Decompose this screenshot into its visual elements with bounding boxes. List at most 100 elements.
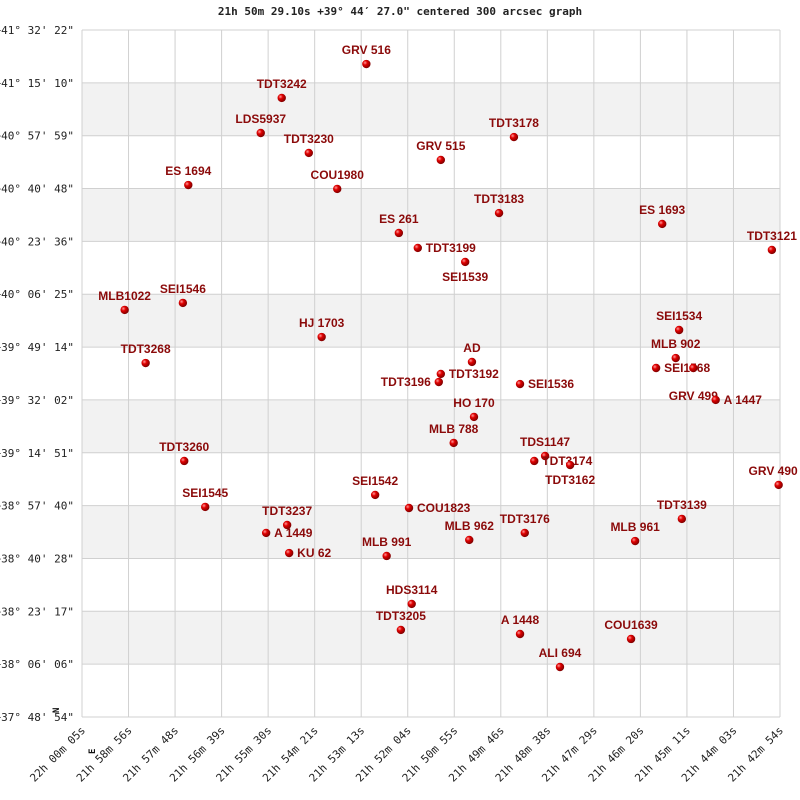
star-point[interactable]: GRV 515 [416, 139, 466, 165]
star-point[interactable]: COU1639 [604, 618, 658, 644]
star-point[interactable]: HJ 1703 [299, 316, 345, 342]
star-point[interactable]: COU1980 [311, 168, 365, 194]
star-point[interactable]: TDT3121 [747, 229, 797, 255]
star-marker[interactable] [515, 629, 525, 639]
star-marker[interactable] [460, 257, 470, 267]
star-marker[interactable] [689, 363, 698, 373]
star-point[interactable]: MLB 788 [429, 422, 479, 448]
star-point[interactable]: LDS5937 [235, 112, 286, 138]
star-marker[interactable] [555, 662, 565, 672]
star-point[interactable]: HO 170 [453, 396, 495, 422]
star-point[interactable]: SEI1536 [515, 377, 575, 391]
star-point[interactable]: COU1823 [404, 501, 471, 515]
star-point[interactable]: GRV 516 [342, 43, 391, 69]
star-marker[interactable] [540, 451, 550, 461]
star-point[interactable]: A 1448 [501, 613, 540, 639]
star-marker[interactable] [333, 184, 342, 194]
star-point[interactable]: MLB 991 [362, 535, 412, 561]
star-point[interactable]: ES 1694 [165, 164, 212, 190]
star-marker[interactable] [465, 535, 474, 545]
star-marker[interactable] [509, 132, 519, 142]
star-marker[interactable] [651, 363, 661, 373]
star-point[interactable]: TDT3242 [257, 77, 307, 103]
star-marker[interactable] [180, 456, 189, 466]
star-point[interactable]: GRV 499 [669, 363, 718, 403]
star-marker[interactable] [304, 148, 313, 158]
star-marker[interactable] [141, 358, 150, 368]
star-point[interactable]: A 1449 [261, 526, 313, 540]
star-marker[interactable] [467, 357, 477, 367]
star-point[interactable]: TDT3199 [413, 241, 477, 255]
star-marker[interactable] [767, 245, 777, 255]
star-marker[interactable] [711, 395, 720, 405]
star-point[interactable]: AD [463, 341, 481, 367]
star-point[interactable]: TDT3205 [376, 609, 426, 635]
star-marker[interactable] [201, 502, 210, 512]
star-point[interactable]: TDT3192 [436, 367, 500, 381]
star-point[interactable]: HDS3114 [386, 583, 438, 609]
star-marker[interactable] [261, 528, 271, 538]
star-marker[interactable] [515, 379, 525, 389]
star-point[interactable]: SEI1542 [352, 474, 398, 500]
star-marker[interactable] [184, 180, 193, 190]
star-point[interactable]: ES 1693 [639, 203, 686, 229]
star-marker[interactable] [284, 548, 294, 558]
star-marker[interactable] [436, 369, 446, 379]
star-marker[interactable] [277, 93, 286, 103]
star-marker[interactable] [394, 228, 404, 238]
star-point[interactable]: SEI1539 [442, 257, 489, 284]
star-marker[interactable] [178, 298, 188, 308]
star-marker[interactable] [382, 551, 391, 561]
star-marker[interactable] [436, 155, 446, 165]
star-point[interactable]: SEI1545 [182, 486, 229, 512]
star-point[interactable]: TDT3237 [262, 504, 312, 530]
star-point[interactable]: GRV 490 [749, 464, 798, 490]
star-point[interactable]: MLB 962 [445, 519, 495, 545]
star-marker[interactable] [494, 208, 504, 218]
star-point[interactable]: SEI1546 [160, 282, 206, 308]
star-point[interactable]: TDT3183 [474, 192, 524, 218]
star-marker[interactable] [677, 514, 687, 524]
star-marker[interactable] [434, 377, 443, 387]
star-point[interactable]: KU 62 [284, 546, 332, 560]
star-point[interactable]: SEI1534 [656, 309, 702, 335]
star-point[interactable]: ES 261 [379, 212, 419, 238]
star-point[interactable]: MLB1022 [98, 289, 151, 315]
star-marker[interactable] [565, 460, 575, 470]
star-marker[interactable] [674, 325, 684, 335]
star-marker[interactable] [520, 528, 529, 538]
star-marker[interactable] [469, 412, 479, 422]
star-point[interactable]: TDT3176 [500, 512, 550, 538]
star-marker[interactable] [362, 59, 371, 69]
star-marker[interactable] [657, 219, 667, 229]
star-marker[interactable] [120, 305, 129, 315]
star-point[interactable]: A 1447 [711, 393, 762, 407]
star-point[interactable]: MLB 902 [651, 337, 701, 363]
star-marker[interactable] [370, 490, 380, 500]
star-point[interactable]: MLB 961 [610, 520, 660, 546]
star-marker[interactable] [282, 520, 292, 530]
star-marker[interactable] [630, 536, 640, 546]
star-marker[interactable] [626, 634, 636, 644]
star-point[interactable]: TDT3178 [489, 116, 539, 142]
star-marker[interactable] [256, 128, 265, 138]
star-marker[interactable] [407, 599, 416, 609]
star-marker[interactable] [671, 353, 680, 363]
star-marker[interactable] [404, 503, 414, 513]
star-point[interactable]: TDT3139 [657, 498, 707, 524]
star-point[interactable]: TDT3230 [284, 132, 334, 158]
star-point[interactable]: TDT3268 [121, 342, 171, 368]
star-point[interactable]: ALI 694 [539, 646, 582, 672]
star-point[interactable]: SEI1568 [651, 361, 711, 375]
star-marker[interactable] [413, 243, 422, 253]
star-point[interactable]: TDS1147 [520, 435, 570, 461]
star-point[interactable]: TDT3174 [530, 454, 593, 468]
star-marker[interactable] [449, 438, 458, 448]
star-marker[interactable] [774, 480, 783, 490]
star-point[interactable]: TDT3260 [159, 440, 210, 466]
star-marker[interactable] [317, 332, 326, 342]
star-marker[interactable] [396, 625, 406, 635]
star-marker[interactable] [530, 456, 539, 466]
star-point[interactable]: TDT3162 [545, 460, 595, 487]
star-point[interactable]: TDT3196 [381, 375, 443, 389]
